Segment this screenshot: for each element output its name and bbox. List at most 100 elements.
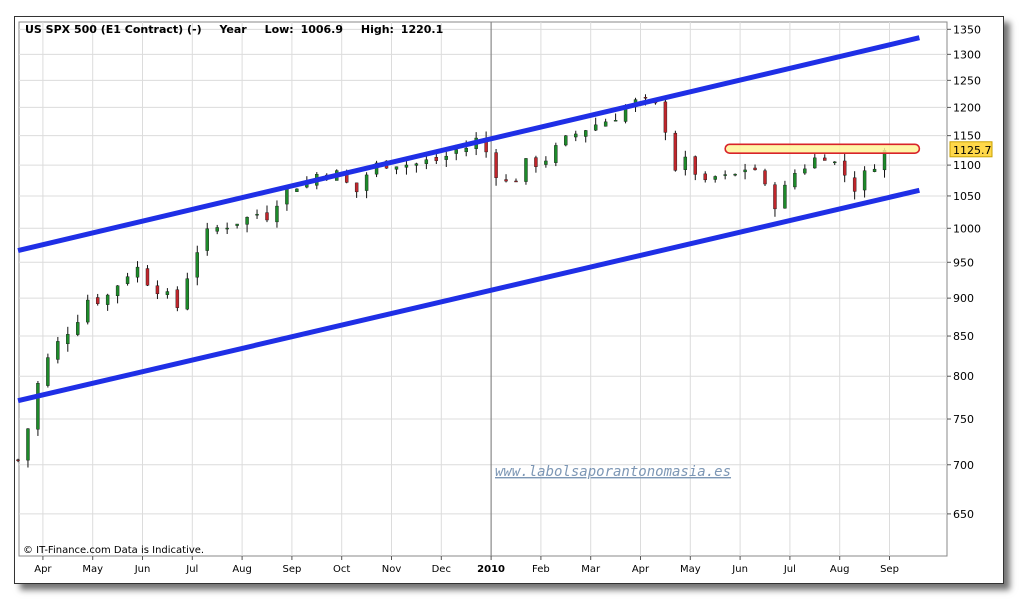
candle-body xyxy=(205,228,209,251)
x-tick-label: May xyxy=(82,564,103,575)
candle-body xyxy=(105,294,110,305)
high-value: 1220.1 xyxy=(401,23,443,36)
candle-body xyxy=(95,297,100,304)
candle-body xyxy=(713,176,717,180)
candle-body xyxy=(564,135,568,146)
candle-body xyxy=(743,169,747,173)
y-tick-label: 1100 xyxy=(953,159,981,172)
x-tick-label: Apr xyxy=(34,564,52,575)
candle-body xyxy=(165,291,170,295)
y-tick-label: 900 xyxy=(953,292,974,305)
candle-body xyxy=(115,285,120,297)
plot-area xyxy=(18,21,948,557)
candle-body xyxy=(354,182,359,193)
candle-body xyxy=(574,133,578,138)
y-tick-label: 1050 xyxy=(953,190,981,203)
x-tick-label: Aug xyxy=(232,564,252,575)
candle-body xyxy=(464,147,468,153)
x-tick-label: Mar xyxy=(581,564,601,575)
candle-body xyxy=(285,189,289,205)
candle-body xyxy=(275,205,279,223)
candle-body xyxy=(66,334,70,345)
candle-body xyxy=(16,459,20,461)
candle-body xyxy=(135,266,140,278)
candle-body xyxy=(733,173,737,176)
x-tick-label: Aug xyxy=(830,564,850,575)
x-tick-label: Sep xyxy=(282,564,301,575)
candle-body xyxy=(444,155,448,160)
candle-body xyxy=(683,156,688,170)
y-tick-label: 1250 xyxy=(953,74,981,87)
candle-body xyxy=(842,160,847,176)
y-tick-label: 650 xyxy=(953,508,974,521)
watermark-link[interactable]: www.labolsaporantonomasia.es xyxy=(495,464,731,480)
chart-header: US SPX 500 (E1 Contract) (-) Year Low: 1… xyxy=(25,23,443,36)
candle-body xyxy=(394,166,399,170)
x-tick-label: Feb xyxy=(532,564,550,575)
candle-body xyxy=(36,383,40,430)
x-tick-label: Dec xyxy=(432,564,451,575)
low-label: Low: xyxy=(265,23,294,36)
candle-body xyxy=(514,180,518,183)
candle-body xyxy=(145,268,150,286)
candle-body xyxy=(584,130,588,137)
candle-body xyxy=(46,357,50,386)
candle-body xyxy=(424,159,429,164)
candle-body xyxy=(723,174,727,176)
x-tick-label: Apr xyxy=(632,564,650,575)
candle-body xyxy=(613,120,618,122)
copyright-note: © IT-Finance.com Data is Indicative. xyxy=(23,545,204,556)
candle-body xyxy=(544,160,548,165)
candle-body xyxy=(823,157,827,161)
y-tick-label: 1200 xyxy=(953,101,981,114)
candle-body xyxy=(643,97,648,99)
candle-body xyxy=(803,168,807,174)
x-tick-label: Jul xyxy=(783,564,796,575)
channel-lower-line xyxy=(17,187,920,404)
low-value: 1006.9 xyxy=(301,23,343,36)
y-tick-label: 1300 xyxy=(953,48,981,61)
grid-lines xyxy=(19,22,947,556)
resistance-zone xyxy=(724,143,921,154)
y-tick-label: 850 xyxy=(953,330,974,343)
candle-body xyxy=(414,163,419,166)
candle-body xyxy=(852,177,857,192)
candle-body xyxy=(185,278,190,310)
candle-body xyxy=(673,132,678,171)
instrument-name: US SPX 500 (E1 Contract) (-) xyxy=(25,23,202,36)
y-tick-label: 700 xyxy=(953,459,974,472)
time-axis: Apr May Jun Jul Aug Sep Oct Nov Dec 2010 Feb Mar Apr… xyxy=(34,556,899,575)
candle-body xyxy=(26,428,30,461)
period-label: Year xyxy=(218,23,247,36)
candle-body xyxy=(534,157,538,167)
x-tick-label: Nov xyxy=(382,564,402,575)
candle-body xyxy=(833,161,837,164)
candle-body xyxy=(86,299,90,323)
candle-body xyxy=(693,156,697,175)
candle-body xyxy=(454,149,458,154)
candle-body xyxy=(225,227,229,230)
x-tick-label: May xyxy=(680,564,701,575)
candle-body xyxy=(434,157,439,161)
candle-body xyxy=(872,168,877,172)
candle-body xyxy=(265,212,269,221)
candle-body xyxy=(56,341,60,360)
x-tick-label: Sep xyxy=(880,564,899,575)
x-tick-label: Jun xyxy=(134,564,151,575)
y-tick-label: 950 xyxy=(953,256,974,269)
candle-body xyxy=(773,184,777,210)
price-axis: 650 700 750 800 850 900 950 1000 1050 1100 1150 120… xyxy=(947,23,981,521)
y-tick-label: 1000 xyxy=(953,222,981,235)
candle-body xyxy=(603,121,608,127)
candle-body xyxy=(663,101,668,133)
y-tick-label: 1150 xyxy=(953,130,981,143)
candle-body xyxy=(245,216,249,225)
overlays xyxy=(17,35,921,404)
candle-body xyxy=(524,158,528,182)
candle-body xyxy=(215,227,219,232)
y-tick-label: 750 xyxy=(953,413,974,426)
x-tick-label: Oct xyxy=(333,564,350,575)
x-tick-label: Jul xyxy=(185,564,198,575)
channel-upper-line xyxy=(17,35,920,253)
candle-body xyxy=(793,173,797,188)
